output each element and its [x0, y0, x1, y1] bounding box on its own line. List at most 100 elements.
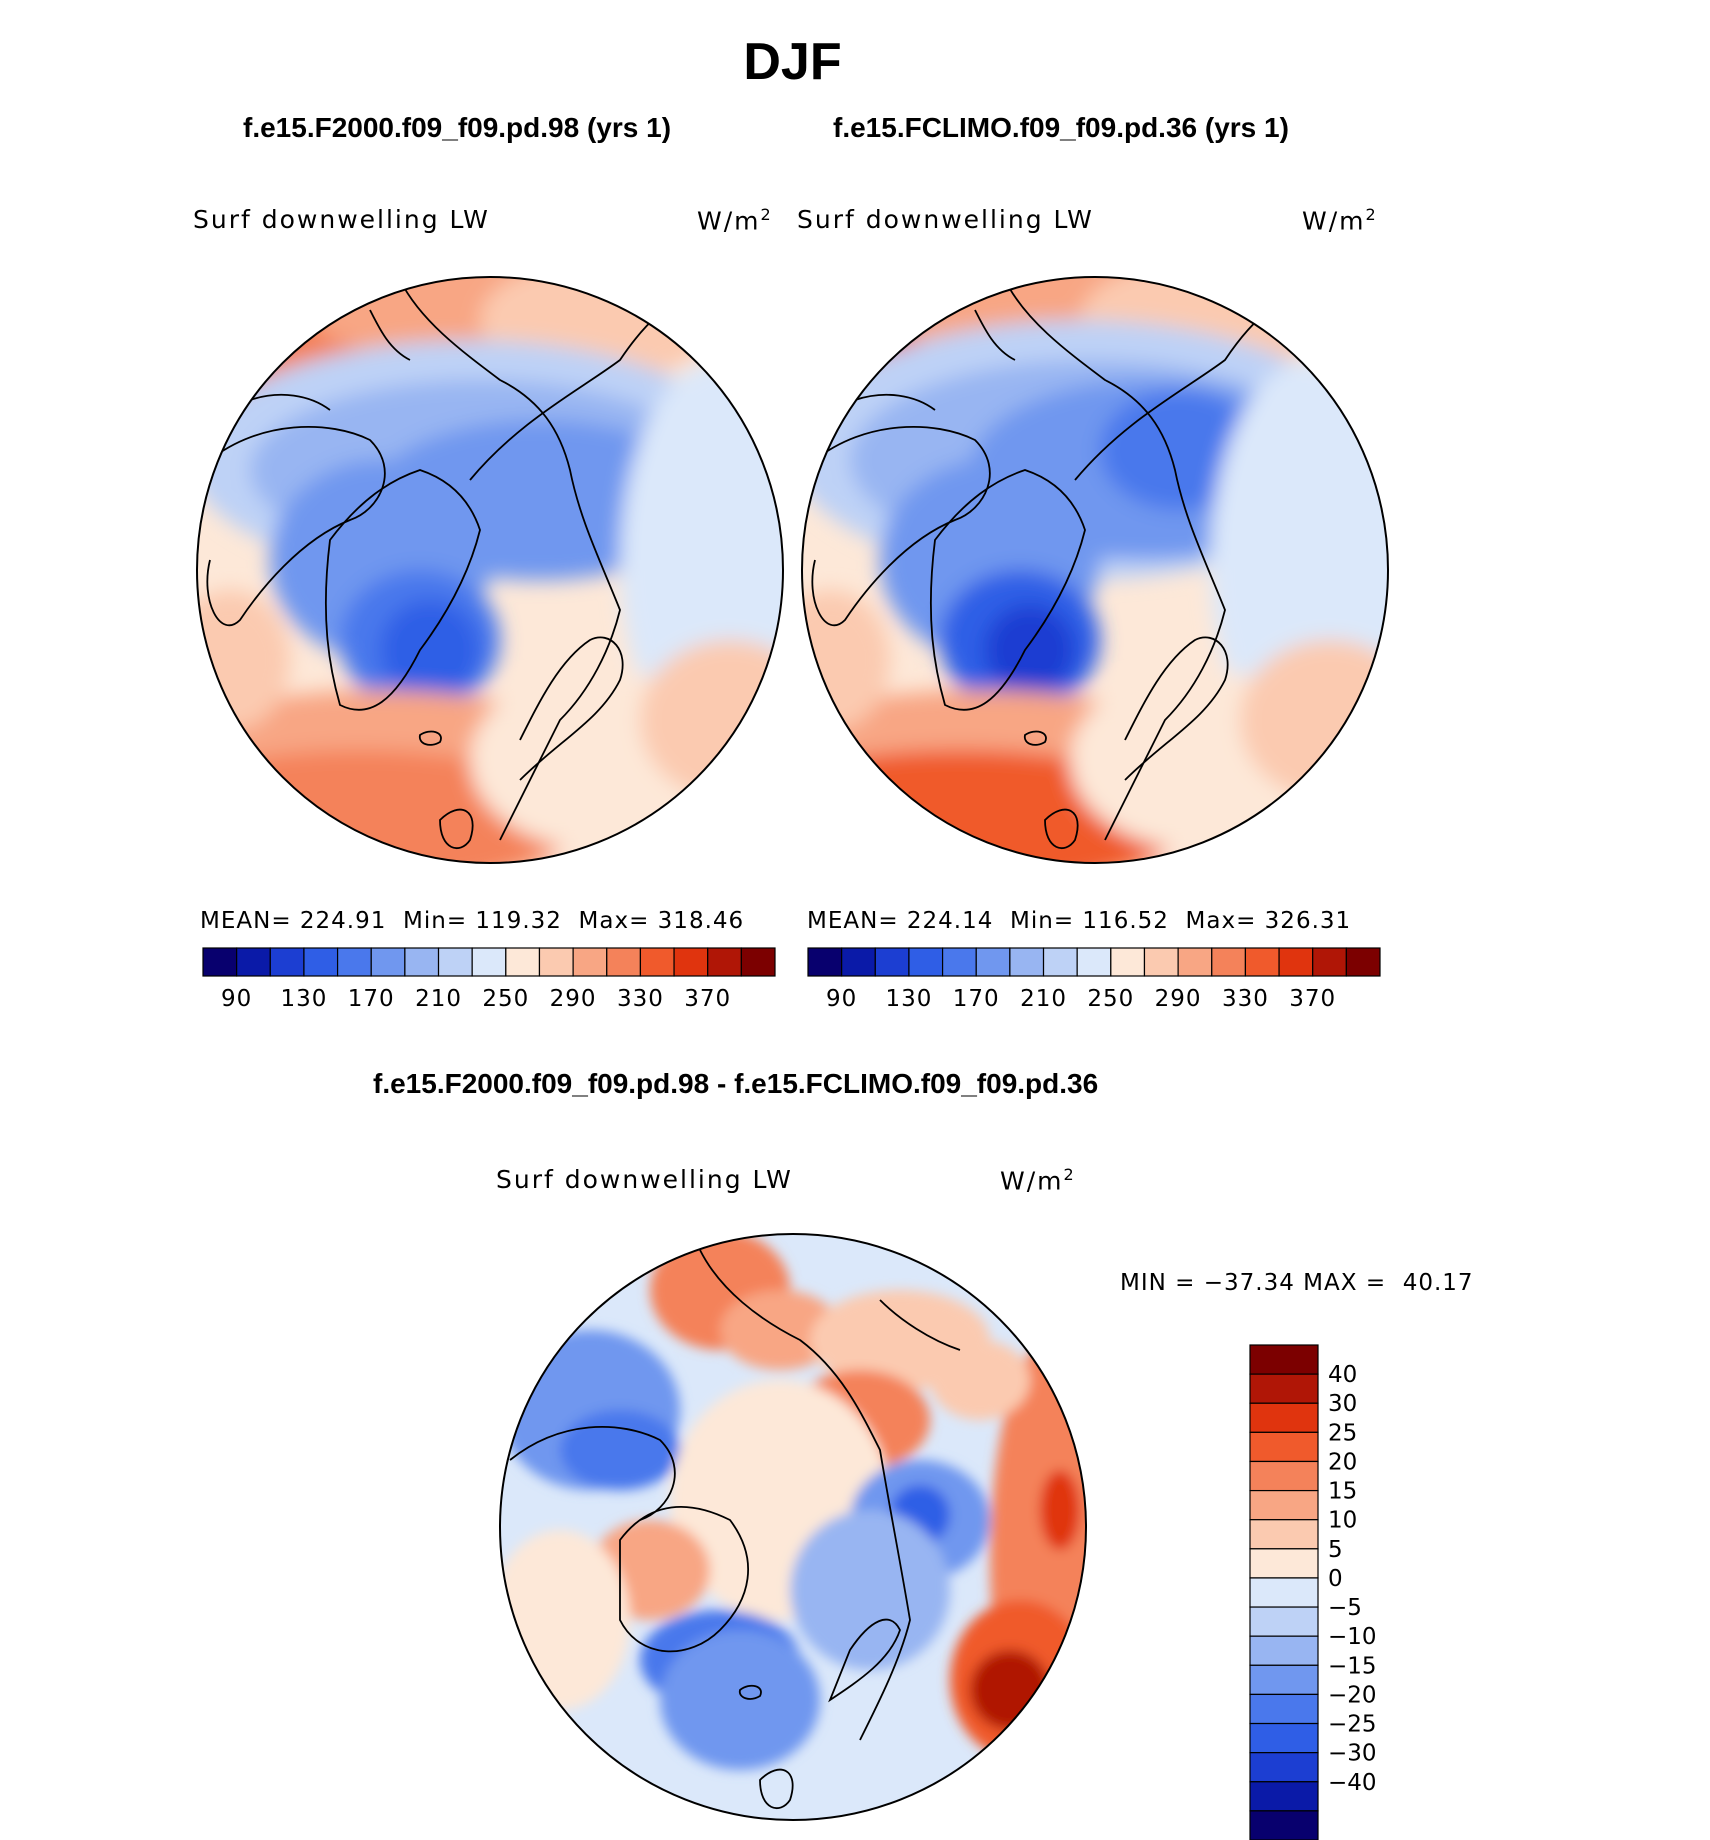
panel-2-min-label: Min=: [1010, 908, 1075, 934]
panel-1-colorbar-box-0: [202, 947, 238, 977]
panel-2-colorbar-box-4: [941, 947, 977, 977]
panel-1-colorbar-box-16: [740, 947, 776, 977]
panel-1-stats: MEAN= 224.91 Min= 119.32 Max= 318.46: [200, 908, 744, 934]
panel-2-colorbar-box-3: [908, 947, 944, 977]
panel-2-colorbar-box-0: [807, 947, 843, 977]
panel-1-colorbar-box-1: [236, 947, 271, 977]
panel-2-colorbar-tick-label: 170: [953, 986, 1000, 1012]
panel-3-colorbar-box-2: [1249, 1402, 1319, 1433]
panel-2-colorbar-box-12: [1211, 947, 1247, 977]
panel-3-units-text: W/m: [1000, 1166, 1064, 1196]
panel-1-colorbar-box-13: [639, 947, 675, 977]
panel-2-colorbar-tick-label: 330: [1222, 986, 1269, 1012]
panel-2-colorbar-box-7: [1042, 947, 1078, 977]
panel-3-colorbar-box-7: [1249, 1548, 1319, 1579]
panel-2-colorbar-box-2: [874, 947, 910, 977]
panel-3-colorbar-tick-label: 30: [1328, 1391, 1357, 1417]
panel-3-colorbar-tick-label: −5: [1328, 1595, 1362, 1621]
panel-3-colorbar-tick-label: −10: [1328, 1624, 1377, 1650]
panel-1-max-label: Max=: [578, 908, 650, 934]
panel-3-units: W/m2: [1000, 1165, 1076, 1195]
panel-1-mean-label: MEAN=: [200, 908, 292, 934]
panel-2-colorbar-box-10: [1143, 947, 1179, 977]
panel-2-colorbar-box-6: [1009, 947, 1045, 977]
panel-1-colorbar-box-6: [404, 947, 440, 977]
panel-1-colorbar-box-10: [538, 947, 574, 977]
panel-2-colorbar-box-5: [975, 947, 1011, 977]
panel-2-colorbar-box-14: [1278, 947, 1314, 977]
panel-1-colorbar-tick-label: 130: [280, 986, 327, 1012]
panel-2-field: [802, 277, 1388, 863]
panel-1-colorbar-box-7: [437, 947, 473, 977]
panel-2-colorbar-tick-label: 250: [1087, 986, 1134, 1012]
panel-1-colorbar-box-11: [572, 947, 608, 977]
panel-1-mean-value: 224.91: [299, 908, 387, 934]
panel-1-colorbar-tick-label: 250: [482, 986, 529, 1012]
panel-1-colorbar-box-4: [336, 947, 372, 977]
panel-3-colorbar-tick-label: −40: [1328, 1770, 1377, 1796]
panel-3-colorbar-tick-label: −15: [1328, 1653, 1377, 1679]
panel-3-min-value: −37.34: [1203, 1270, 1295, 1296]
panel-3-min-label: MIN =: [1120, 1270, 1196, 1296]
panel-2-mean-value: 224.14: [906, 908, 994, 934]
panel-3-colorbar-tick-label: −25: [1328, 1712, 1377, 1738]
panel-3-colorbar-tick-label: −30: [1328, 1741, 1377, 1767]
panel-2-coastlines: [811, 279, 1286, 850]
panel-3-max-value: 40.17: [1402, 1270, 1474, 1296]
panel-3-colorbar-tick-label: 25: [1328, 1420, 1357, 1446]
panel-1-field: [197, 277, 783, 863]
panel-3-colorbar-box-5: [1249, 1489, 1319, 1521]
panel-2-colorbar-tick-label: 370: [1289, 986, 1336, 1012]
panel-1-colorbar-tick-label: 330: [617, 986, 664, 1012]
panel-3-coastlines: [509, 1249, 961, 1810]
panel-3-colorbar-tick-label: 10: [1328, 1508, 1357, 1534]
panel-1-max-value: 318.46: [657, 908, 745, 934]
panel-2-max-value: 326.31: [1264, 908, 1352, 934]
panel-3-colorbar-box-9: [1249, 1606, 1319, 1637]
panel-3-colorbar-box-4: [1249, 1460, 1319, 1492]
panel-3-stats: MIN = −37.34 MAX = 40.17: [1120, 1270, 1474, 1296]
panel-1-coastlines: [206, 279, 681, 850]
panel-3-colorbar-box-3: [1249, 1431, 1319, 1463]
panel-2-colorbar-box-9: [1110, 947, 1146, 977]
panel-1-colorbar-box-8: [471, 947, 507, 977]
panel-2-colorbar-tick-label: 90: [826, 986, 857, 1012]
panel-2-colorbar-box-8: [1076, 947, 1112, 977]
panel-1-colorbar-box-14: [673, 947, 709, 977]
panel-1-colorbar-box-9: [505, 947, 541, 977]
panel-3-colorbar-tick-label: 15: [1328, 1479, 1357, 1505]
panel-2-colorbar-tick-label: 130: [885, 986, 932, 1012]
panel-3-variable-label: Surf downwelling LW: [496, 1165, 793, 1194]
panel-1-min-value: 119.32: [475, 908, 562, 934]
panel-3-colorbar-box-0: [1249, 1344, 1319, 1375]
panel-1-min-label: Min=: [403, 908, 468, 934]
panel-2-title: f.e15.FCLIMO.f09_f09.pd.36 (yrs 1): [833, 112, 1289, 143]
panel-3-colorbar-tick-label: 20: [1328, 1449, 1357, 1475]
panel-1-colorbar-box-5: [370, 947, 406, 977]
panel-2-units-text: W/m: [1302, 206, 1366, 236]
panel-3-field: [500, 1234, 1086, 1820]
panel-2-mean-label: MEAN=: [807, 908, 899, 934]
panel-3-colorbar-box-12: [1249, 1693, 1319, 1725]
panel-3-colorbar-tick-label: 5: [1328, 1537, 1343, 1563]
panel-1-colorbar-box-2: [269, 947, 305, 977]
panel-2-colorbar-box-15: [1312, 947, 1347, 977]
panel-2-colorbar-box-16: [1345, 947, 1381, 977]
panel-1-variable-label: Surf downwelling LW: [193, 205, 490, 234]
panel-2-units-sup: 2: [1365, 205, 1378, 224]
panel-3-colorbar-tick-label: 0: [1328, 1566, 1343, 1592]
figure-title: DJF: [743, 33, 842, 91]
panel-3-colorbar-tick-label: 40: [1328, 1362, 1357, 1388]
panel-1-colorbar-box-15: [707, 947, 742, 977]
panel-3-colorbar-box-16: [1249, 1810, 1319, 1840]
panel-2-colorbar-box-1: [841, 947, 876, 977]
panel-2-max-label: Max=: [1185, 908, 1257, 934]
panel-1-units: W/m2: [697, 205, 773, 235]
panel-3-units-sup: 2: [1063, 1165, 1076, 1184]
panel-1-units-text: W/m: [697, 206, 761, 236]
panel-1-colorbar-box-12: [606, 947, 642, 977]
panel-3-title: f.e15.F2000.f09_f09.pd.98 - f.e15.FCLIMO…: [373, 1068, 1099, 1099]
panel-1-colorbar-tick-label: 170: [348, 986, 395, 1012]
panel-1-colorbar-tick-label: 370: [684, 986, 731, 1012]
panel-2-variable-label: Surf downwelling LW: [797, 205, 1094, 234]
